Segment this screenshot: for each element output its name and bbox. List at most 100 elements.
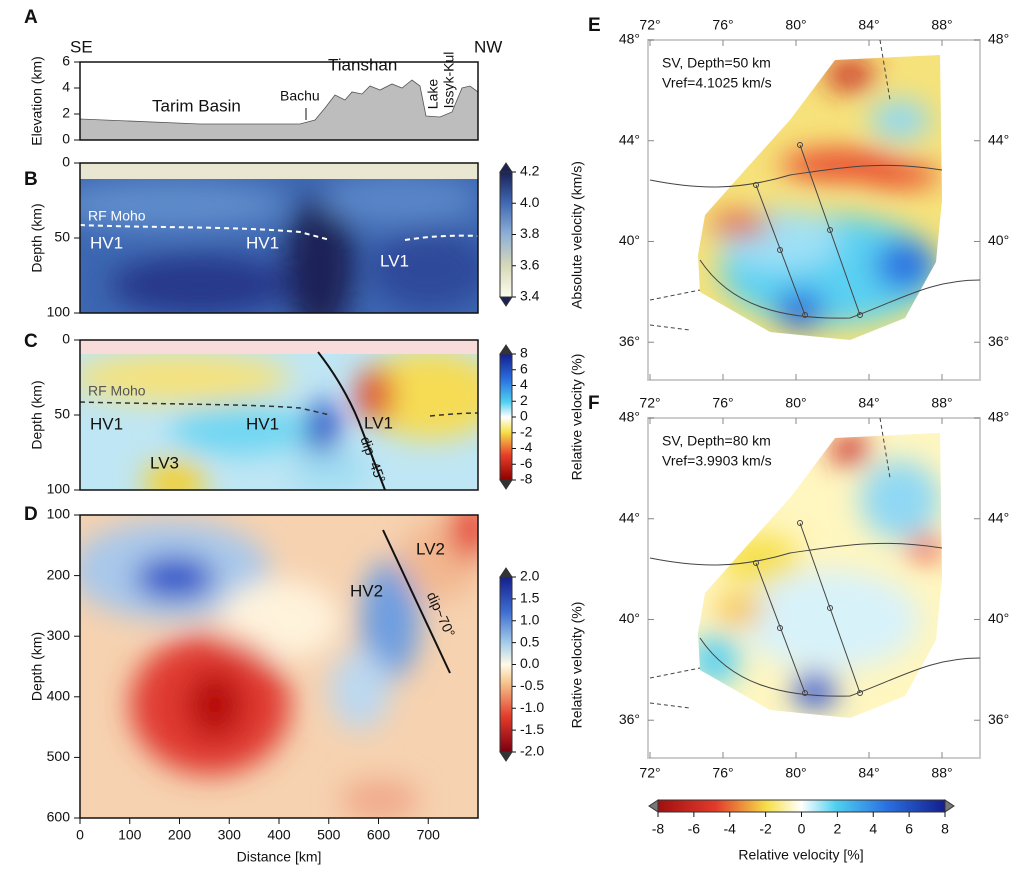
colorbar-tick-label: -2 (520, 423, 533, 439)
lat-label: 44° (619, 509, 640, 525)
lat-label: 36° (988, 711, 1009, 727)
colorbar-tick-label: 4 (869, 821, 877, 837)
lat-label: 48° (988, 409, 1009, 425)
lon-label: 84° (858, 395, 879, 411)
y-tick-label: 100 (47, 481, 71, 497)
y-tick-label: 300 (47, 627, 71, 643)
colorbar-tick-label: 6 (905, 821, 913, 837)
label: Lake (425, 79, 441, 110)
colorbar-tick-label: 1.5 (520, 590, 540, 606)
label: HV1 (90, 414, 123, 433)
label: HV1 (246, 233, 279, 252)
lat-label: 40° (988, 232, 1009, 248)
label: LV2 (416, 539, 445, 558)
colorbar-ends (499, 567, 513, 762)
colorbar-tick-label: 3.6 (520, 256, 540, 272)
colorbar (499, 171, 513, 298)
lon-label: 80° (785, 395, 806, 411)
lon-label: 84° (858, 765, 879, 781)
y-tick-label: 0 (62, 331, 70, 347)
colorbar-tick-label: 0 (520, 408, 528, 424)
lat-label: 44° (988, 131, 1009, 147)
y-tick-label: 400 (47, 688, 71, 704)
colorbar-tick-label: 0.0 (520, 655, 540, 671)
colorbar-tick-label: -0.5 (520, 677, 544, 693)
map-title: SV, Depth=80 km (662, 433, 771, 449)
colorbar-tick-label: 0.5 (520, 633, 540, 649)
colorbar-tick-label: -6 (688, 821, 701, 837)
y-axis-label: Depth (km) (29, 632, 45, 701)
y-axis-label: Elevation (km) (29, 56, 45, 145)
y-tick-label: 0 (62, 154, 70, 170)
lon-label: 72° (639, 765, 660, 781)
colorbar-tick-label: 2 (833, 821, 841, 837)
x-tick-label: 200 (168, 827, 192, 843)
colorbar-ends (499, 344, 513, 490)
colorbar-tick-label: -4 (520, 439, 533, 455)
map-F (647, 417, 981, 759)
colorbar-tick-label: 8 (941, 821, 949, 837)
label: NW (474, 37, 502, 56)
lat-label: 36° (988, 333, 1009, 349)
colorbar-tick-label: -8 (652, 821, 665, 837)
y-tick-label: 500 (47, 748, 71, 764)
colorbar-label: Relative velocity [%] (738, 847, 863, 863)
y-tick-label: 50 (54, 229, 70, 245)
lon-label: 80° (785, 17, 806, 33)
colorbar-tick-label: -4 (724, 821, 737, 837)
lon-label: 88° (931, 765, 952, 781)
x-tick-label: 500 (317, 827, 341, 843)
y-tick-label: 600 (47, 809, 71, 825)
panel-letter: E (588, 15, 601, 36)
y-tick-label: 200 (47, 566, 71, 582)
colorbar-tick-label: 4 (520, 376, 528, 392)
colorbar-tick-label: -2 (759, 821, 772, 837)
label: Tarim Basin (152, 96, 241, 115)
lat-label: 44° (619, 131, 640, 147)
y-axis-label: Depth (km) (29, 203, 45, 272)
y-tick-label: 6 (62, 53, 70, 69)
lon-label: 76° (712, 765, 733, 781)
colorbar-tick-label: -1.0 (520, 699, 544, 715)
lat-label: 40° (619, 610, 640, 626)
colorbar-tick-label: 3.4 (520, 288, 540, 304)
panel-letter: B (24, 169, 38, 190)
map-subtitle: Vref=4.1025 km/s (662, 75, 772, 91)
panel-letter: F (588, 393, 600, 414)
y-tick-label: 4 (62, 79, 70, 95)
y-tick-label: 100 (47, 304, 71, 320)
label: Issyk-Kul (441, 52, 457, 109)
colorbar-tick-label: 8 (520, 345, 528, 361)
map-E (647, 39, 981, 381)
label: LV1 (380, 251, 409, 270)
y-axis-label: Depth (km) (29, 380, 45, 449)
lat-label: 36° (619, 711, 640, 727)
colorbar-label: Relative velocity (%) (569, 602, 585, 729)
lon-label: 76° (712, 17, 733, 33)
x-tick-label: 0 (76, 827, 84, 843)
colorbar (499, 353, 513, 481)
label: LV1 (364, 413, 393, 432)
lon-label: 88° (931, 17, 952, 33)
velocity-image (80, 340, 478, 490)
label: HV2 (350, 581, 383, 600)
lon-label: 84° (858, 17, 879, 33)
colorbar-ends (648, 799, 955, 813)
lat-label: 40° (619, 232, 640, 248)
panel-letter: D (24, 504, 38, 525)
x-tick-label: 600 (367, 827, 391, 843)
lon-label: 80° (785, 765, 806, 781)
lat-label: 40° (988, 610, 1009, 626)
colorbar (499, 576, 513, 753)
colorbar-ends (499, 162, 513, 307)
y-tick-label: 2 (62, 105, 70, 121)
lon-label: 88° (931, 395, 952, 411)
lat-label: 36° (619, 333, 640, 349)
y-tick-label: 100 (47, 506, 71, 522)
lat-label: 48° (988, 31, 1009, 47)
lon-label: 76° (712, 395, 733, 411)
map-title: SV, Depth=50 km (662, 55, 771, 71)
panel-letter: C (24, 331, 38, 352)
x-tick-label: 700 (417, 827, 441, 843)
